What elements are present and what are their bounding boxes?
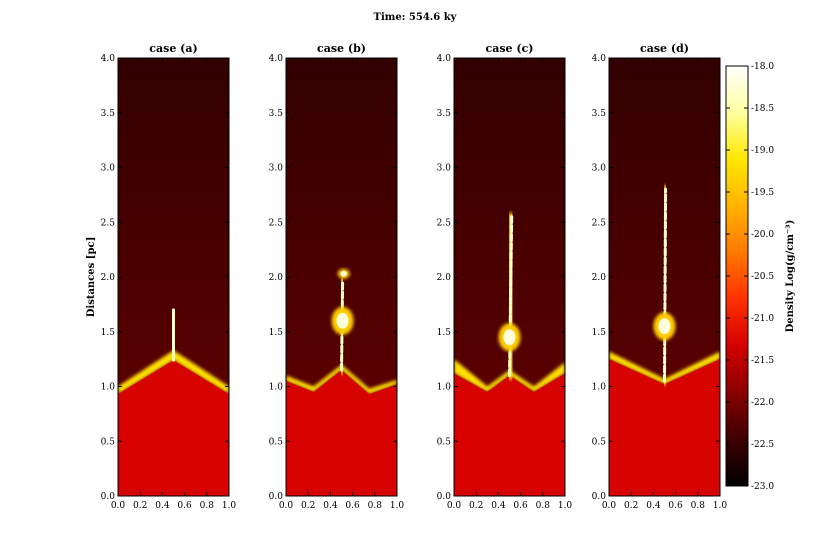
y-tick-label: 4.0 <box>592 54 607 64</box>
x-tick-label: 0.0 <box>447 501 462 511</box>
x-tick-label: 0.4 <box>323 501 338 511</box>
clump-core <box>503 329 516 346</box>
figure-title: Time: 554.6 ky <box>374 12 458 23</box>
panel-title: case (d) <box>640 42 689 55</box>
y-tick-label: 0.5 <box>269 437 284 447</box>
y-tick-label: 4.0 <box>101 54 116 64</box>
x-tick-label: 1.0 <box>222 501 237 511</box>
y-tick-label: 2.0 <box>592 273 607 283</box>
y-tick-label: 0.0 <box>269 492 284 502</box>
colorbar-label: Density Log(g/cm⁻³) <box>785 220 796 333</box>
y-tick-label: 3.0 <box>269 164 284 174</box>
x-tick-label: 0.8 <box>536 501 551 511</box>
colorbar-tick-label: -21.0 <box>751 314 774 324</box>
x-tick-label: 0.0 <box>111 501 126 511</box>
y-tick-label: 2.5 <box>592 218 607 228</box>
y-tick-label: 3.0 <box>101 164 116 174</box>
y-tick-label: 1.5 <box>592 328 607 338</box>
y-tick-label: 3.0 <box>437 164 452 174</box>
y-tick-label: 2.0 <box>101 273 116 283</box>
y-tick-label: 2.0 <box>437 273 452 283</box>
x-tick-label: 0.6 <box>513 501 528 511</box>
filament <box>663 187 668 383</box>
colorbar-tick-label: -18.5 <box>751 104 774 114</box>
panel-2: case (c) 0.0 0.2 0.4 0.6 0.8 1.0 0.0 0.5 1.0 1.5 2.… <box>437 42 573 511</box>
y-tick-label: 0.5 <box>437 437 452 447</box>
y-tick-label: 1.0 <box>269 383 284 393</box>
colorbar-tick-label: -22.0 <box>751 398 774 408</box>
x-tick-label: 1.0 <box>390 501 405 511</box>
x-tick-label: 0.0 <box>602 501 617 511</box>
y-tick-label: 2.0 <box>269 273 284 283</box>
y-tick-label: 0.5 <box>592 437 607 447</box>
colorbar-tick-label: -19.5 <box>751 188 774 198</box>
panel-title: case (a) <box>149 42 197 55</box>
y-tick-label: 1.0 <box>592 383 607 393</box>
colorbar-tick-label: -20.5 <box>751 272 774 282</box>
lower-dense-layer <box>118 360 229 496</box>
x-tick-label: 0.4 <box>646 501 661 511</box>
y-tick-label: 0.5 <box>101 437 116 447</box>
clump-core <box>340 270 347 277</box>
panel-1: case (b) 0.0 0.2 0.4 0.6 0.8 1.0 0.0 0.5 1.0 1.5 2.… <box>269 42 405 511</box>
lower-dense-layer <box>609 359 720 496</box>
y-tick-label: 1.5 <box>437 328 452 338</box>
y-tick-label: 3.5 <box>437 109 452 119</box>
shocked-shell <box>286 364 397 395</box>
y-tick-label: 1.5 <box>269 328 284 338</box>
y-tick-label: 0.0 <box>592 492 607 502</box>
x-tick-label: 0.4 <box>155 501 170 511</box>
y-tick-label: 0.0 <box>437 492 452 502</box>
x-tick-label: 0.2 <box>624 501 638 511</box>
x-tick-label: 0.0 <box>279 501 294 511</box>
x-tick-label: 0.6 <box>177 501 192 511</box>
colorbar-tick-label: -21.5 <box>751 356 774 366</box>
panel-title: case (b) <box>317 42 366 55</box>
y-tick-label: 1.0 <box>101 383 116 393</box>
y-tick-label: 3.5 <box>269 109 284 119</box>
x-tick-label: 0.6 <box>345 501 360 511</box>
y-tick-label: 1.0 <box>437 383 452 393</box>
x-tick-label: 0.2 <box>301 501 315 511</box>
panel-title: case (c) <box>486 42 534 55</box>
x-tick-label: 0.8 <box>691 501 706 511</box>
y-tick-label: 2.5 <box>269 218 284 228</box>
y-tick-label: 1.5 <box>101 328 116 338</box>
colorbar-tick-label: -22.5 <box>751 440 774 450</box>
colorbar: -18.0 -18.5 -19.0 -19.5 -20.0 -20.5 -21.0 -21.5… <box>725 62 796 492</box>
y-tick-label: 2.5 <box>437 218 452 228</box>
colorbar-tick-label: -23.0 <box>751 482 774 492</box>
y-axis-label: Distances [pc] <box>86 237 97 318</box>
y-tick-label: 3.0 <box>592 164 607 174</box>
colorbar-tick-label: -20.0 <box>751 230 774 240</box>
colorbar-tick-label: -18.0 <box>751 62 774 72</box>
x-tick-label: 0.2 <box>469 501 483 511</box>
x-tick-label: 0.8 <box>368 501 383 511</box>
x-tick-label: 0.2 <box>133 501 147 511</box>
y-tick-label: 2.5 <box>101 218 116 228</box>
colorbar-tick-label: -19.0 <box>751 146 774 156</box>
x-tick-label: 1.0 <box>558 501 573 511</box>
clump-core <box>658 318 671 335</box>
x-tick-label: 1.0 <box>713 501 728 511</box>
y-tick-label: 3.5 <box>101 109 116 119</box>
shocked-shell <box>609 351 720 385</box>
panels: case (a) 0.0 0.2 0.4 0.6 0.8 1.0 0.0 0.5 1.0 1.5 2.… <box>101 42 728 511</box>
panel-0: case (a) 0.0 0.2 0.4 0.6 0.8 1.0 0.0 0.5 1.0 1.5 2.… <box>101 42 237 511</box>
x-tick-label: 0.8 <box>200 501 215 511</box>
y-tick-label: 4.0 <box>437 54 452 64</box>
panel-3: case (d) 0.0 0.2 0.4 0.6 0.8 1.0 0.0 0.5 1.0 1.5 2.… <box>592 42 728 511</box>
lower-dense-layer <box>454 373 565 496</box>
x-tick-label: 0.4 <box>491 501 506 511</box>
y-tick-label: 3.5 <box>592 109 607 119</box>
y-tick-label: 4.0 <box>269 54 284 64</box>
y-tick-label: 0.0 <box>101 492 116 502</box>
clump-core <box>336 312 349 329</box>
x-tick-label: 0.6 <box>668 501 683 511</box>
lower-dense-layer <box>286 370 397 496</box>
